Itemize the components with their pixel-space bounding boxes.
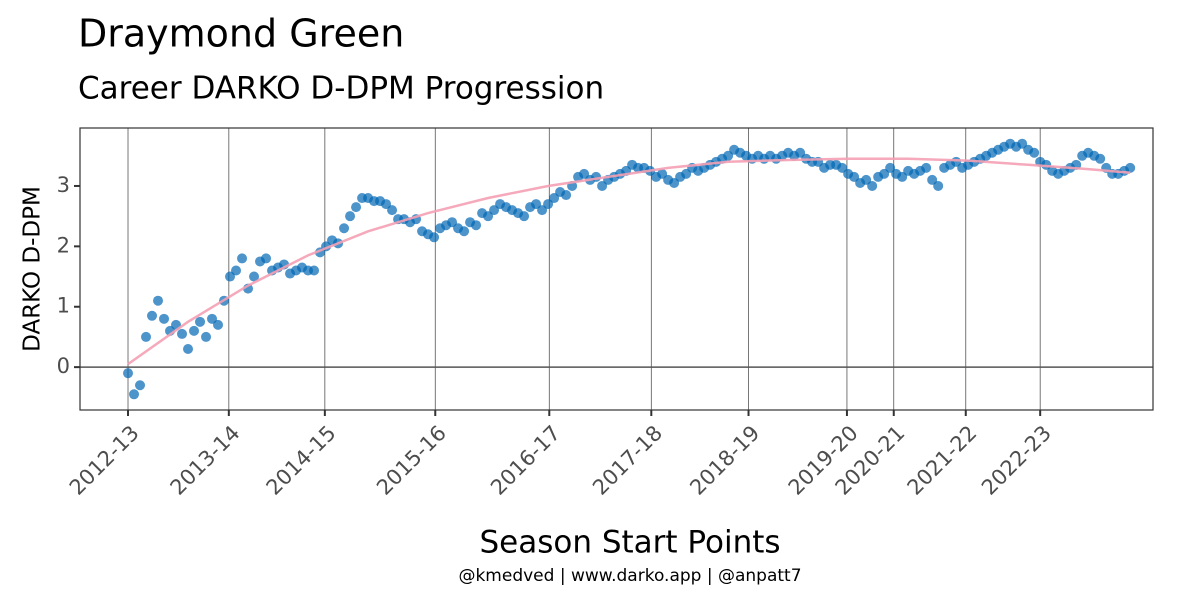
x-tick-label: 2012-13 <box>65 421 144 500</box>
chart-title: Draymond Green <box>78 12 404 56</box>
y-axis-label: DARKO D-DPM <box>20 186 46 352</box>
trend-line <box>127 157 1131 366</box>
point <box>189 325 200 336</box>
point <box>339 223 350 234</box>
point <box>1095 153 1106 164</box>
y-tick-label: 2 <box>57 233 70 257</box>
point <box>201 331 212 342</box>
point <box>147 310 158 321</box>
x-tick-label: 2015-16 <box>372 421 451 500</box>
point <box>867 180 878 191</box>
x-tick-label: 2022-23 <box>977 421 1056 500</box>
x-tick-label: 2016-17 <box>486 421 565 500</box>
point <box>351 202 362 213</box>
point <box>429 232 440 243</box>
point <box>471 220 482 231</box>
point <box>921 162 932 173</box>
point <box>153 295 164 306</box>
plot-border <box>79 127 1154 411</box>
y-tick-label: 1 <box>57 294 70 318</box>
x-tick-label: 2013-14 <box>166 421 245 500</box>
point <box>213 319 224 330</box>
x-tick-label: 2017-18 <box>588 421 667 500</box>
point <box>135 380 146 391</box>
y-tick-label: 0 <box>57 354 70 378</box>
caption: @kmedved | www.darko.app | @anpatt7 <box>458 566 801 586</box>
point <box>231 265 242 276</box>
point <box>129 389 140 400</box>
point <box>561 190 572 201</box>
x-tick-label: 2018-19 <box>685 421 764 500</box>
point <box>141 331 152 342</box>
x-axis-label: Season Start Points <box>479 525 780 561</box>
x-tick-label: 2021-22 <box>903 421 982 500</box>
point <box>519 211 530 222</box>
point <box>1125 162 1136 173</box>
point <box>345 211 356 222</box>
point <box>309 265 320 276</box>
point <box>183 344 194 355</box>
point <box>195 316 206 327</box>
point <box>249 271 260 282</box>
point <box>159 313 170 324</box>
point <box>387 205 398 216</box>
point <box>1029 147 1040 158</box>
chart-subtitle: Career DARKO D-DPM Progression <box>78 71 604 107</box>
point <box>261 253 272 264</box>
point <box>177 328 188 339</box>
point <box>459 226 470 237</box>
y-tick-label: 3 <box>57 173 70 197</box>
point <box>123 368 134 379</box>
point <box>933 180 944 191</box>
x-tick-label: 2014-15 <box>262 421 341 500</box>
point <box>237 253 248 264</box>
